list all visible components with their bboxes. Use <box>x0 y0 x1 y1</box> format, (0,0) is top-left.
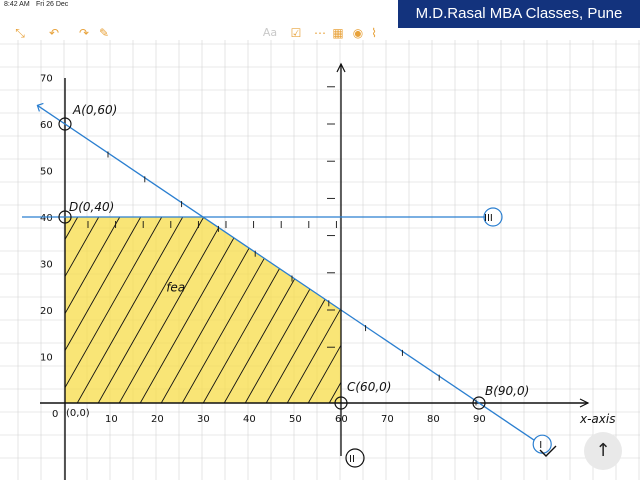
hatch-line <box>474 213 584 407</box>
feasible-region <box>65 217 341 403</box>
status-date: Fri 26 Dec <box>36 1 69 8</box>
corner-point-label: C(60,0) <box>347 380 391 394</box>
redo-icon[interactable]: ↷ <box>78 26 90 40</box>
line-iii-label: III <box>484 213 493 224</box>
corner-point-marker <box>334 396 348 410</box>
x-tick-label: 40 <box>243 414 256 425</box>
hatch-line <box>95 217 207 403</box>
lpp-graph: 102030405060708090102030405060700(0,0)x-… <box>0 40 640 480</box>
hatch-line <box>0 213 17 407</box>
feasible-region-label: fea <box>166 280 185 294</box>
corner-point-marker <box>472 396 486 410</box>
hatch-line <box>305 217 341 403</box>
hatch-line <box>411 213 521 407</box>
line-ii-label-circle <box>345 448 365 468</box>
x-axis-arrowhead <box>579 398 590 408</box>
y-tick-label: 10 <box>40 353 53 364</box>
camera-icon[interactable]: ◉ <box>352 26 364 40</box>
x-tick-label: 50 <box>289 414 302 425</box>
line-ii-arrowhead <box>336 62 346 73</box>
x-tick-label: 10 <box>105 414 118 425</box>
attach-icon[interactable]: ⌇ <box>371 26 377 40</box>
line-i-label: I <box>539 440 542 451</box>
x-tick-label: 70 <box>381 414 394 425</box>
line-iii-label-circle <box>483 207 503 227</box>
y-tick-label: 20 <box>40 306 53 317</box>
line-i-arrowhead-left <box>36 102 44 112</box>
y-tick-label: 40 <box>40 213 53 224</box>
line-ii-label: II <box>349 454 355 465</box>
table-icon[interactable]: ▦ <box>332 26 344 40</box>
hatch-line <box>137 217 249 403</box>
compose-icon[interactable]: ✎ <box>98 26 110 40</box>
hatch-line <box>74 217 186 403</box>
hatch-line <box>432 213 542 407</box>
hatch-line <box>263 217 341 403</box>
corner-point-marker <box>58 117 72 131</box>
constraint-line-i <box>37 104 535 441</box>
hatch-line <box>65 217 123 403</box>
class-banner: M.D.Rasal MBA Classes, Pune <box>398 0 640 28</box>
corner-point-label: A(0,60) <box>72 103 117 117</box>
scroll-up-button[interactable]: ↑ <box>584 432 622 470</box>
hatch-line <box>326 217 341 403</box>
hatch-line <box>65 217 102 403</box>
notes-toolbar: ⤡ ↶ ↷ ✎ ⋯ Aa ☑ ▦ ◉ ⌇ <box>0 10 400 40</box>
x-tick-label: 80 <box>427 414 440 425</box>
status-bar: 8:42 AM Fri 26 Dec <box>0 0 640 10</box>
origin-label: 0 <box>52 409 58 420</box>
hatch-line <box>65 217 165 403</box>
origin-point-label: (0,0) <box>66 408 90 419</box>
status-time: 8:42 AM <box>4 1 30 8</box>
x-tick-label: 90 <box>473 414 486 425</box>
line-i-label-circle <box>532 434 552 454</box>
more-icon[interactable]: ⋯ <box>314 26 326 40</box>
collapse-icon[interactable]: ⤡ <box>15 26 25 40</box>
x-tick-label: 30 <box>197 414 210 425</box>
hatch-line <box>65 217 144 403</box>
hatch-line <box>369 213 479 407</box>
hatch-line <box>116 217 228 403</box>
y-tick-label: 60 <box>40 120 53 131</box>
check-mark <box>539 445 557 457</box>
y-tick-label: 30 <box>40 260 53 271</box>
checklist-icon[interactable]: ☑ <box>290 26 302 40</box>
corner-point-label: B(90,0) <box>485 384 529 398</box>
y-tick-label: 70 <box>40 74 53 85</box>
y-tick-label: 50 <box>40 167 53 178</box>
hatch-line <box>0 213 38 407</box>
hatch-line <box>453 213 563 407</box>
hatch-line <box>390 213 500 407</box>
corner-point-marker <box>58 210 72 224</box>
x-axis-title: x-axis <box>579 412 615 426</box>
undo-icon[interactable]: ↶ <box>48 26 60 40</box>
text-style-icon[interactable]: Aa <box>262 26 278 39</box>
corner-point-label: D(0,40) <box>69 200 114 214</box>
x-tick-label: 20 <box>151 414 164 425</box>
